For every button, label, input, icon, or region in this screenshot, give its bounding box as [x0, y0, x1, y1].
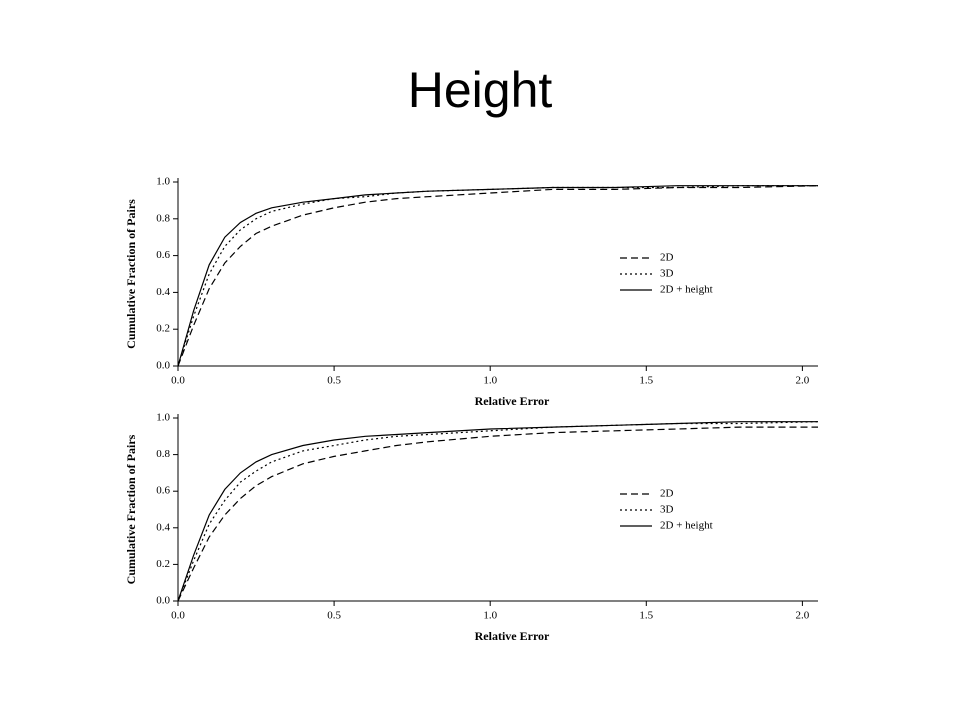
y-tick-label: 0.2 [156, 323, 170, 335]
y-tick-label: 0.6 [156, 249, 170, 261]
y-axis-label: Cumulative Fraction of Pairs [124, 434, 138, 584]
y-tick-label: 0.4 [156, 286, 170, 298]
y-tick-label: 0.0 [156, 595, 170, 607]
legend-label: 3D [660, 504, 674, 516]
y-axis-label: Cumulative Fraction of Pairs [124, 199, 138, 349]
x-tick-label: 1.0 [483, 610, 497, 622]
x-axis-label: Relative Error [475, 394, 550, 408]
x-tick-label: 0.0 [171, 375, 185, 387]
series-line [177, 426, 818, 602]
x-tick-label: 2.0 [796, 375, 810, 387]
legend-label: 2D + height [660, 520, 713, 532]
series-line [177, 421, 818, 602]
y-tick-label: 0.0 [156, 360, 170, 372]
y-tick-label: 0.2 [156, 558, 170, 570]
x-tick-label: 1.5 [639, 610, 653, 622]
y-tick-label: 1.0 [156, 412, 170, 424]
x-tick-label: 1.5 [639, 375, 653, 387]
legend-label: 2D [660, 488, 674, 500]
x-tick-label: 1.0 [483, 375, 497, 387]
slide-title: Height [408, 62, 553, 118]
x-tick-label: 2.0 [796, 610, 810, 622]
x-tick-label: 0.0 [171, 610, 185, 622]
series-line [177, 185, 818, 367]
y-tick-label: 0.8 [156, 448, 170, 460]
y-tick-label: 1.0 [156, 176, 170, 188]
series-line [177, 421, 819, 602]
series-line [177, 185, 819, 367]
y-tick-label: 0.8 [156, 212, 170, 224]
y-tick-label: 0.6 [156, 485, 170, 497]
x-tick-label: 0.5 [327, 610, 341, 622]
x-axis-label: Relative Error [475, 629, 550, 643]
legend-label: 3D [660, 268, 674, 280]
legend-label: 2D [660, 252, 674, 264]
x-tick-label: 0.5 [327, 375, 341, 387]
y-tick-label: 0.4 [156, 521, 170, 533]
legend-label: 2D + height [660, 284, 713, 296]
